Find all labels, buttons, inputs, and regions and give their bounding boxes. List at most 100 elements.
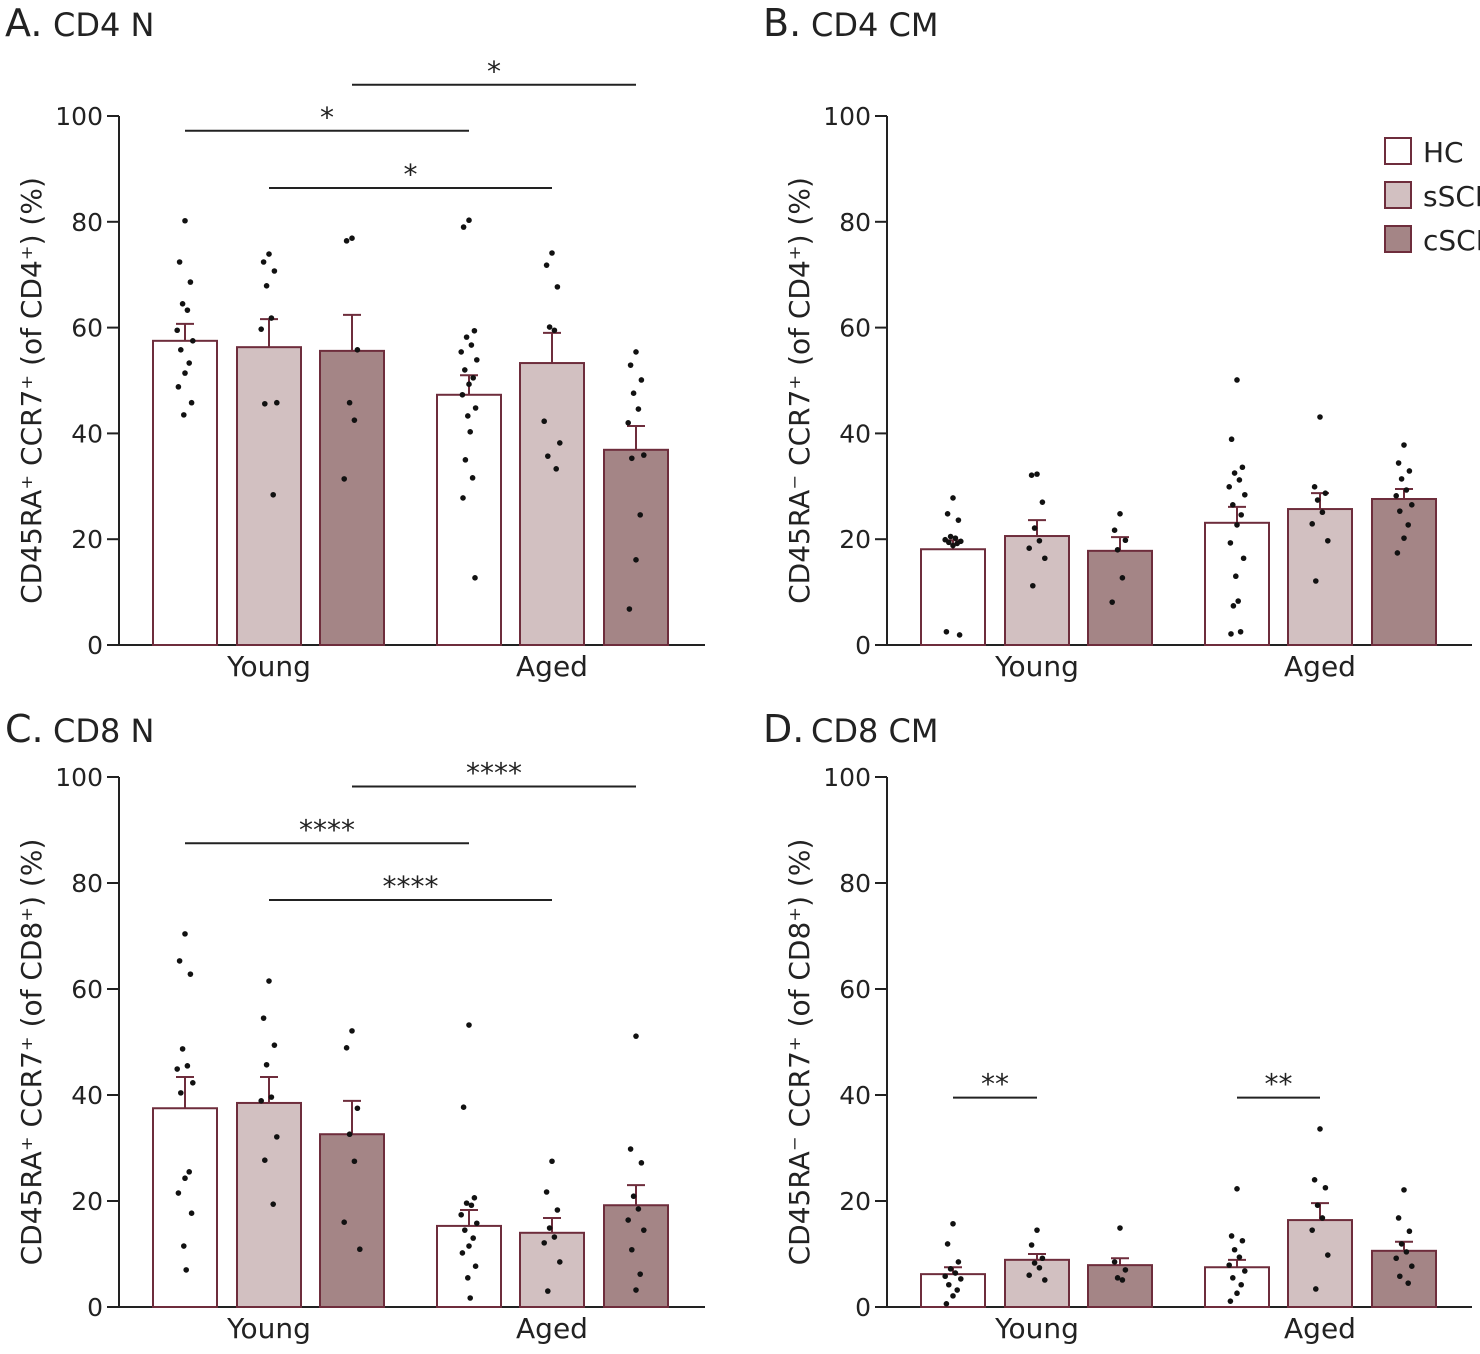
data-point [1325, 537, 1331, 544]
data-point [268, 1094, 275, 1100]
data-point [543, 262, 550, 268]
data-point [1238, 512, 1244, 518]
data-point [1393, 493, 1399, 499]
data-point [1036, 537, 1043, 544]
data-point [1234, 377, 1240, 383]
data-point [1119, 575, 1126, 581]
legend-label: cSCI [1423, 224, 1480, 257]
data-point [1405, 1280, 1411, 1286]
panel-title: CD8 N [53, 712, 154, 750]
data-point [947, 1266, 954, 1272]
bar-hc [1204, 1266, 1270, 1308]
y-tick-label: 40 [839, 1081, 871, 1110]
data-point [466, 1022, 472, 1028]
bar-csci [319, 349, 385, 646]
data-point [1398, 1241, 1405, 1247]
data-point [181, 412, 187, 418]
data-point [462, 1227, 468, 1233]
data-point [262, 400, 268, 407]
panel-title: CD4 N [53, 6, 154, 44]
data-point [460, 495, 466, 501]
data-point [466, 1243, 472, 1249]
data-point [467, 1295, 474, 1301]
data-point [1233, 573, 1239, 580]
data-point [1039, 1255, 1046, 1262]
data-point [958, 1276, 964, 1282]
panel-b: B. CD4 CM 0 20 40 60 80 100 CD45RA⁻ CCR7⁺ (of CD… [763, 1, 1480, 683]
data-point [465, 1275, 471, 1281]
panel-c: C. CD8 N 0 20 40 60 80 100 CD45RA⁺ CCR7⁺ (of CD8… [5, 707, 705, 1345]
data-point [178, 347, 184, 353]
data-point [1322, 490, 1329, 496]
data-point [1393, 1255, 1399, 1262]
data-point [182, 370, 188, 376]
data-point [1325, 1252, 1331, 1258]
data-point [466, 217, 472, 224]
data-point [270, 491, 277, 498]
y-tick-label: 40 [839, 419, 871, 448]
significance-label: **** [466, 757, 522, 790]
data-point [266, 251, 272, 257]
data-point [1230, 1275, 1236, 1281]
y-tick-label: 100 [823, 763, 871, 792]
data-point [1309, 521, 1315, 527]
data-point [1034, 1227, 1040, 1233]
bar-csci [1371, 1249, 1437, 1308]
data-point [1311, 1177, 1318, 1183]
data-point [1231, 470, 1238, 476]
x-category-label: Young [226, 1312, 311, 1345]
data-point [1042, 555, 1048, 562]
y-tick-label: 0 [855, 1293, 871, 1322]
data-point [471, 1195, 478, 1201]
data-point [1026, 1272, 1032, 1278]
data-point [1397, 1273, 1403, 1280]
bar-ssci [519, 362, 585, 646]
y-axis-label: CD45RA⁺ CCR7⁺ (of CD8⁺) (%) [15, 839, 48, 1266]
data-point [952, 1270, 959, 1276]
data-point [1319, 509, 1326, 516]
data-point [460, 224, 467, 230]
bar-csci [1371, 497, 1437, 646]
data-point [1395, 460, 1402, 466]
y-tick-label: 0 [87, 631, 103, 660]
data-point [1319, 1215, 1326, 1221]
data-point [1031, 525, 1038, 531]
panel-d: D. CD8 CM 0 20 40 60 80 100 CD45RA⁻ CCR7⁺ (of CD… [763, 707, 1472, 1345]
y-tick-label: 60 [839, 975, 871, 1004]
x-category-label: Young [226, 650, 311, 683]
data-point [557, 1259, 563, 1265]
data-point [546, 324, 553, 330]
y-tick-label: 20 [839, 1187, 871, 1216]
panel-title: CD4 CM [811, 6, 938, 44]
data-point [1026, 545, 1032, 551]
data-point [944, 1241, 951, 1247]
bar-ssci [1004, 535, 1070, 646]
data-point [1405, 522, 1411, 528]
legend-swatch-hc [1384, 137, 1412, 165]
data-point [262, 1157, 268, 1163]
data-point [946, 1281, 952, 1288]
data-point [955, 517, 962, 523]
data-point [952, 535, 959, 541]
y-tick-label: 40 [71, 419, 103, 448]
data-point [1230, 502, 1236, 508]
data-point [462, 367, 468, 373]
data-point [1117, 1225, 1123, 1231]
data-point [341, 1219, 348, 1225]
y-axis-label: CD45RA⁻ CCR7⁺ (of CD4⁺) (%) [783, 177, 816, 604]
data-point [954, 540, 960, 547]
data-point [549, 1158, 555, 1165]
data-point [943, 1301, 950, 1307]
data-point [1228, 1233, 1235, 1239]
bar-ssci [236, 346, 302, 646]
data-point [346, 399, 353, 406]
data-point [1401, 535, 1407, 541]
data-point [357, 1246, 363, 1253]
data-point [1406, 468, 1413, 474]
data-point [1228, 436, 1235, 443]
data-point [1322, 1184, 1329, 1191]
data-point [266, 978, 272, 984]
data-point [554, 1207, 561, 1213]
data-point [635, 406, 642, 412]
